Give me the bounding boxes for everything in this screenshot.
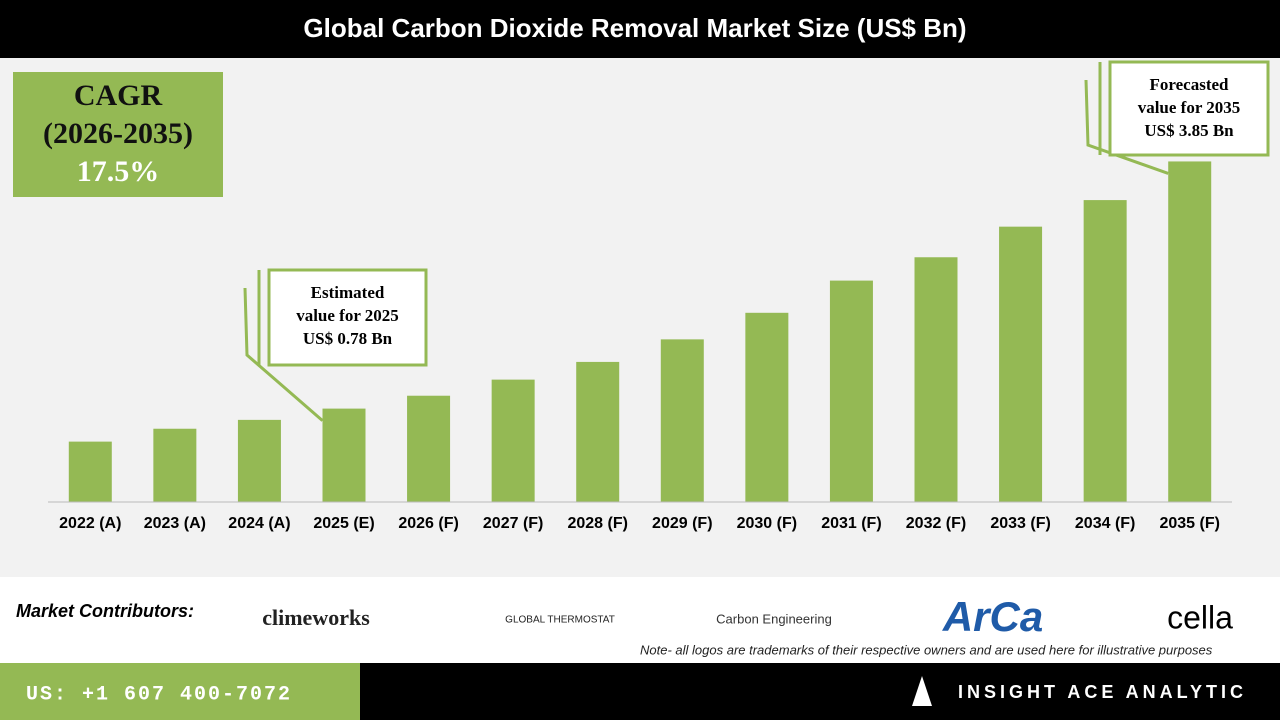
x-tick-label: 2022 (A) <box>59 515 121 532</box>
x-tick-label: 2033 (F) <box>990 515 1050 532</box>
callout-text: US$ 3.85 Bn <box>1144 121 1234 140</box>
cagr-text: (2026-2035) <box>43 117 193 150</box>
x-tick-label: 2034 (F) <box>1075 515 1135 532</box>
logo: climeworks <box>262 605 370 630</box>
callout-box <box>267 268 428 367</box>
x-tick-label: 2031 (F) <box>821 515 881 532</box>
chart-title: Global Carbon Dioxide Removal Market Siz… <box>303 13 966 43</box>
phone-bar <box>0 663 360 720</box>
callout-box <box>1108 60 1270 157</box>
bar <box>237 419 281 502</box>
callout-text: Forecasted <box>1150 75 1230 94</box>
x-tick-label: 2025 (E) <box>313 515 374 532</box>
bar <box>68 441 112 502</box>
brand-icon <box>912 676 932 706</box>
x-tick-label: 2027 (F) <box>483 515 543 532</box>
phone: US: +1 607 400-7072 <box>26 683 292 706</box>
bar <box>491 379 535 502</box>
callout-text: value for 2025 <box>296 306 399 325</box>
x-tick-label: 2028 (F) <box>567 515 627 532</box>
callout-text: Estimated <box>311 283 385 302</box>
x-tick-label: 2035 (F) <box>1159 515 1219 532</box>
contributors-area <box>0 577 1280 663</box>
note: Note- all logos are trademarks of their … <box>640 642 1213 657</box>
logo: cella <box>1167 599 1233 635</box>
bar <box>407 395 451 502</box>
bar <box>153 428 197 502</box>
brand: INSIGHT ACE ANALYTIC <box>958 682 1247 702</box>
logo: Carbon Engineering <box>716 611 832 626</box>
callout-text: US$ 0.78 Bn <box>303 329 393 348</box>
cagr-box <box>13 72 223 197</box>
x-tick-label: 2023 (A) <box>144 515 206 532</box>
title-bar <box>0 0 1280 58</box>
cagr-text: CAGR <box>74 79 163 112</box>
callout-line <box>1084 79 1169 175</box>
bar <box>1168 161 1212 502</box>
bar <box>745 312 789 502</box>
bar <box>914 257 958 502</box>
brand-bar <box>360 663 1280 720</box>
x-tick-label: 2029 (F) <box>652 515 712 532</box>
bar <box>829 280 873 502</box>
logo: ArCa <box>942 593 1043 640</box>
bar <box>576 361 620 502</box>
callout-line <box>243 287 324 422</box>
cagr-text: 17.5% <box>77 155 160 188</box>
x-tick-label: 2032 (F) <box>906 515 966 532</box>
bar <box>1083 200 1127 502</box>
x-tick-label: 2026 (F) <box>398 515 458 532</box>
x-tick-label: 2030 (F) <box>737 515 797 532</box>
x-tick-label: 2024 (A) <box>228 515 290 532</box>
callout-text: value for 2035 <box>1138 98 1241 117</box>
bar <box>660 339 704 502</box>
bar <box>322 408 366 502</box>
logo: GLOBAL THERMOSTAT <box>505 615 615 626</box>
bar <box>999 226 1043 502</box>
contributors-label: Market Contributors: <box>16 601 194 621</box>
